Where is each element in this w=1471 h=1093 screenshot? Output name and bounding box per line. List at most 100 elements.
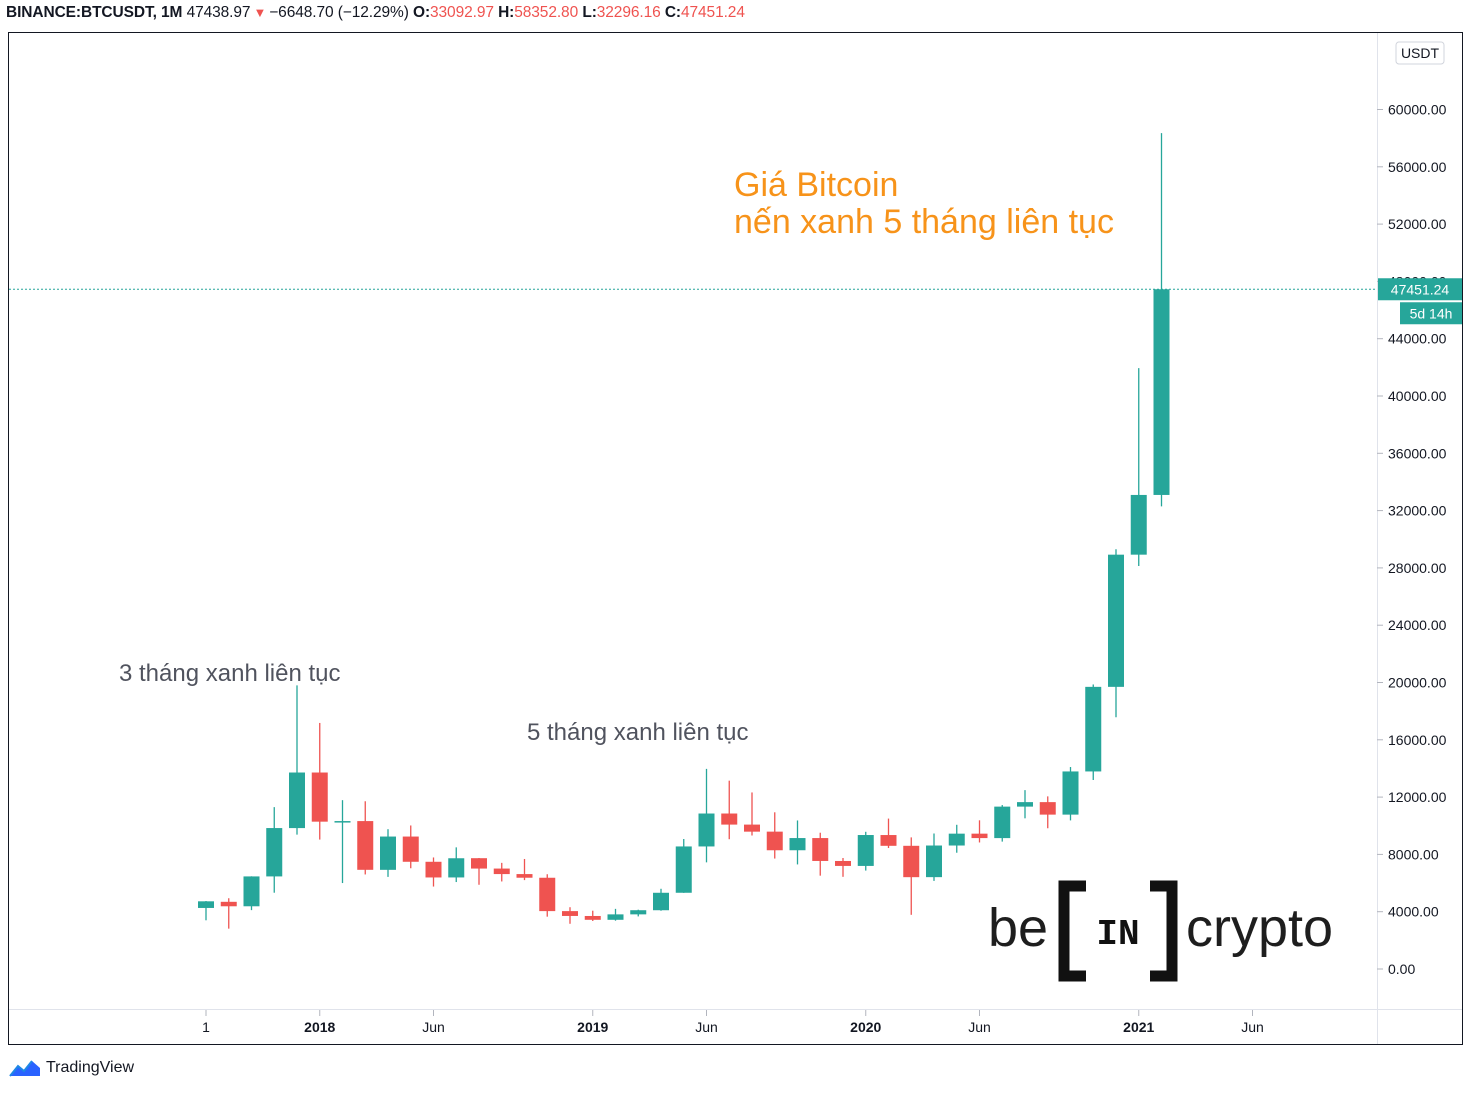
y-tick-label: 44000.00 bbox=[1388, 331, 1447, 347]
watermark-bracket-right bbox=[1150, 880, 1178, 982]
candle-body bbox=[539, 877, 556, 912]
candle[interactable] bbox=[562, 907, 578, 924]
countdown-label: 5d 14h bbox=[1410, 305, 1453, 321]
chart-frame bbox=[8, 32, 1463, 1045]
candle[interactable] bbox=[334, 800, 351, 884]
candle[interactable] bbox=[266, 807, 283, 893]
y-tick-label: 20000.00 bbox=[1388, 675, 1447, 691]
candle-body bbox=[220, 901, 237, 907]
y-tick-label: 8000.00 bbox=[1388, 846, 1439, 862]
candle[interactable] bbox=[243, 876, 260, 911]
candle-body bbox=[971, 833, 988, 839]
candle[interactable] bbox=[425, 857, 442, 887]
candle-body bbox=[994, 806, 1011, 839]
candle[interactable] bbox=[516, 858, 533, 881]
candle-body bbox=[243, 876, 260, 907]
watermark-bracket-text: IN bbox=[1096, 914, 1139, 955]
candle[interactable] bbox=[539, 874, 556, 917]
watermark-suffix: crypto bbox=[1186, 898, 1333, 958]
y-tick-label: 36000.00 bbox=[1388, 445, 1447, 461]
candle[interactable] bbox=[1039, 796, 1056, 829]
candle-body bbox=[357, 821, 374, 870]
candle[interactable] bbox=[607, 908, 624, 921]
y-tick-label: 32000.00 bbox=[1388, 503, 1447, 519]
candle-body bbox=[789, 838, 806, 851]
candle[interactable] bbox=[653, 888, 669, 911]
candle-body bbox=[266, 828, 283, 877]
candle[interactable] bbox=[357, 801, 374, 875]
candle[interactable] bbox=[721, 780, 738, 840]
y-tick-label: 24000.00 bbox=[1388, 617, 1447, 633]
candle[interactable] bbox=[1153, 133, 1170, 507]
candle-body bbox=[562, 911, 578, 916]
y-tick-label: 12000.00 bbox=[1388, 789, 1447, 805]
x-tick-label: Jun bbox=[695, 1019, 718, 1035]
candle[interactable] bbox=[289, 685, 305, 835]
candle-body bbox=[1108, 554, 1124, 687]
candle[interactable] bbox=[380, 829, 396, 877]
candle-body bbox=[948, 833, 965, 846]
candle[interactable] bbox=[994, 805, 1011, 842]
candle[interactable] bbox=[857, 831, 874, 871]
tradingview-branding[interactable]: TradingView bbox=[8, 1058, 134, 1078]
candle[interactable] bbox=[1130, 368, 1147, 567]
candle-body bbox=[471, 858, 487, 869]
candle[interactable] bbox=[471, 857, 487, 885]
candle[interactable] bbox=[493, 862, 510, 882]
x-tick-label: 2020 bbox=[850, 1019, 881, 1035]
candle[interactable] bbox=[402, 825, 419, 869]
x-tick-label: Jun bbox=[1241, 1019, 1264, 1035]
candle[interactable] bbox=[926, 833, 942, 881]
candle[interactable] bbox=[1062, 767, 1079, 821]
symbol-title: BINANCE:BTCUSDT, 1M bbox=[6, 4, 183, 21]
down-arrow-icon: ▼ bbox=[253, 5, 267, 20]
close-label: C: bbox=[664, 4, 681, 21]
candle[interactable] bbox=[1085, 684, 1102, 780]
candle[interactable] bbox=[880, 818, 897, 849]
candle[interactable] bbox=[675, 839, 692, 893]
candle-body bbox=[311, 772, 328, 822]
candle[interactable] bbox=[630, 909, 647, 917]
candle[interactable] bbox=[789, 820, 806, 865]
candle[interactable] bbox=[198, 901, 214, 921]
y-tick-label: 56000.00 bbox=[1388, 159, 1447, 175]
candle-body bbox=[1062, 771, 1079, 815]
y-tick-label: 0.00 bbox=[1388, 961, 1415, 977]
candle[interactable] bbox=[698, 768, 715, 863]
candle-body bbox=[425, 861, 442, 878]
candle[interactable] bbox=[835, 857, 851, 877]
candle-body bbox=[198, 901, 214, 908]
candle[interactable] bbox=[948, 824, 965, 853]
candle-body bbox=[1039, 802, 1056, 815]
candle-body bbox=[448, 858, 465, 878]
candle[interactable] bbox=[1108, 549, 1124, 718]
candle-body bbox=[835, 860, 851, 866]
candle-body bbox=[402, 836, 419, 862]
y-tick-label: 40000.00 bbox=[1388, 388, 1447, 404]
currency-badge-box[interactable] bbox=[1395, 41, 1445, 65]
candle[interactable] bbox=[220, 898, 237, 929]
y-tick-label: 52000.00 bbox=[1388, 216, 1447, 232]
candle-body bbox=[744, 824, 760, 832]
last-price-label: 47451.24 bbox=[1391, 281, 1450, 297]
currency-badge[interactable]: USDT bbox=[1401, 45, 1440, 61]
x-tick-label: 1 bbox=[202, 1019, 210, 1035]
beincrypto-watermark: be IN crypto bbox=[988, 880, 1333, 982]
candle[interactable] bbox=[584, 910, 601, 922]
watermark-prefix: be bbox=[988, 898, 1048, 958]
candle[interactable] bbox=[311, 722, 328, 840]
candle[interactable] bbox=[766, 812, 783, 859]
candle[interactable] bbox=[903, 837, 920, 915]
candle-body bbox=[516, 874, 533, 878]
candle[interactable] bbox=[812, 832, 829, 876]
last-price: 47438.97 bbox=[186, 4, 251, 21]
tradingview-logo-icon bbox=[9, 1060, 40, 1077]
candle-body bbox=[698, 813, 715, 847]
candle[interactable] bbox=[971, 820, 988, 843]
x-tick-label: Jun bbox=[968, 1019, 991, 1035]
candle[interactable] bbox=[744, 792, 760, 836]
candle[interactable] bbox=[448, 847, 465, 883]
candle[interactable] bbox=[1017, 790, 1033, 819]
candle-body bbox=[857, 835, 874, 866]
